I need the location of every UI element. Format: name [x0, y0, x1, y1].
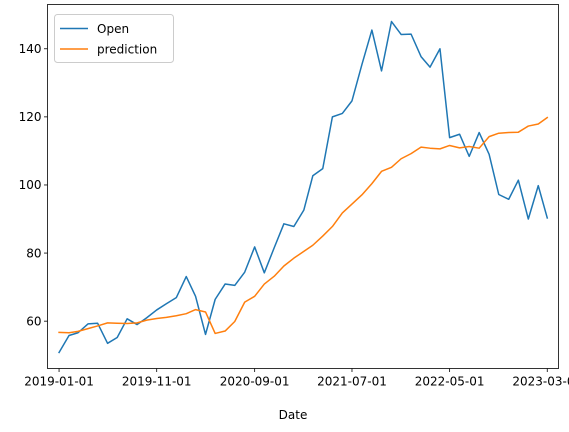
legend-label-open: Open: [97, 22, 129, 36]
x-tick-label: 2022-05-01: [415, 375, 485, 389]
y-tick-label: 100: [19, 178, 42, 192]
y-tick-label: 60: [26, 314, 41, 328]
legend-label-prediction: prediction: [97, 42, 157, 56]
x-tick-label: 2023-03-01: [512, 375, 569, 389]
legend: Open prediction: [55, 15, 174, 63]
x-tick-label: 2020-09-01: [220, 375, 290, 389]
y-tick-label: 80: [26, 246, 41, 260]
y-tick-label: 120: [19, 110, 42, 124]
x-axis-label: Date: [279, 408, 308, 422]
x-tick-label: 2019-11-01: [122, 375, 192, 389]
y-tick-label: 140: [19, 42, 42, 56]
x-tick-label: 2019-01-01: [24, 375, 94, 389]
x-tick-label: 2021-07-01: [317, 375, 387, 389]
